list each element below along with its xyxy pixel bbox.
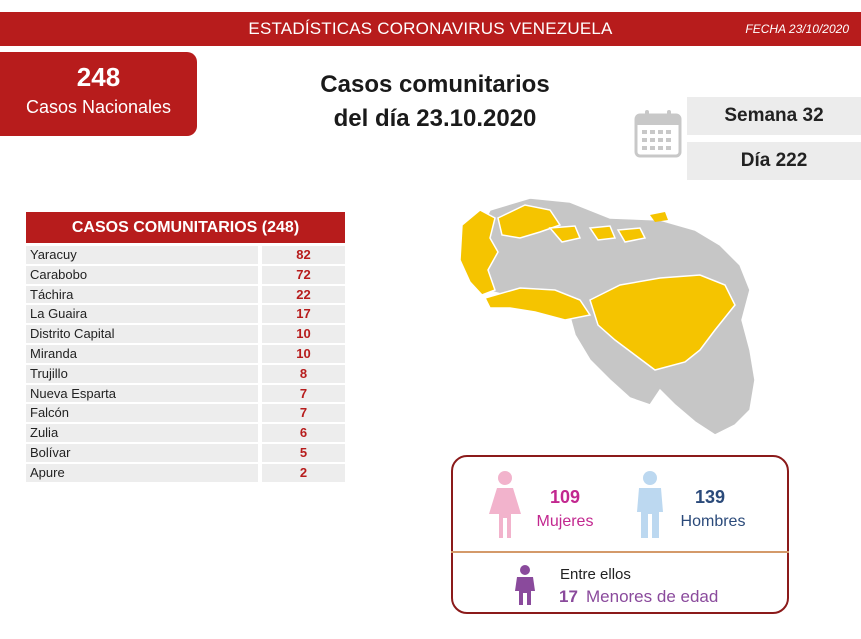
national-cases-count: 248 xyxy=(76,62,121,92)
among-them-label: Entre ellos xyxy=(560,566,631,583)
case-count: 72 xyxy=(262,265,345,284)
table-row: Trujillo 8 xyxy=(26,364,345,383)
header-title: ESTADÍSTICAS CORONAVIRUS VENEZUELA xyxy=(248,19,613,38)
venezuela-map xyxy=(459,197,756,436)
table-row: Apure 2 xyxy=(26,463,345,482)
panel-divider xyxy=(451,551,789,553)
women-count: 109 xyxy=(549,487,581,507)
table-row: Nueva Esparta 7 xyxy=(26,384,345,403)
map-region-apure xyxy=(483,287,592,321)
page-title-line2: del día 23.10.2020 xyxy=(333,105,537,132)
case-count: 8 xyxy=(262,364,345,383)
table-row: Yaracuy 82 xyxy=(26,246,345,264)
header-bar: ESTADÍSTICAS CORONAVIRUS VENEZUELA FECHA… xyxy=(0,12,861,46)
state-name: Apure xyxy=(26,463,258,482)
map-region-central xyxy=(548,225,582,243)
minors-label: Menores de edad xyxy=(586,587,719,606)
table-row: Zulia 6 xyxy=(26,424,345,442)
case-count: 17 xyxy=(262,305,345,324)
men-count: 139 xyxy=(694,487,726,507)
state-name: Nueva Esparta xyxy=(26,384,258,403)
state-name: Yaracuy xyxy=(26,246,258,264)
men-label: Hombres xyxy=(680,513,746,530)
table-row: Distrito Capital 10 xyxy=(26,325,345,343)
case-count: 2 xyxy=(262,463,345,482)
women-label: Mujeres xyxy=(536,513,594,530)
state-name: Táchira xyxy=(26,285,258,304)
state-name: Falcón xyxy=(26,404,258,423)
header-date: FECHA 23/10/2020 xyxy=(745,22,849,36)
case-count: 7 xyxy=(262,404,345,423)
case-count: 10 xyxy=(262,325,345,343)
male-icon xyxy=(637,471,663,538)
state-name: La Guaira xyxy=(26,305,258,324)
map-region-bolivar xyxy=(589,274,736,371)
map-region-west xyxy=(459,209,499,296)
state-name: Miranda xyxy=(26,344,258,363)
map-region-miranda xyxy=(616,227,647,243)
state-name: Distrito Capital xyxy=(26,325,258,343)
case-count: 22 xyxy=(262,285,345,304)
case-count: 5 xyxy=(262,443,345,462)
page-title-line1: Casos comunitarios xyxy=(320,71,550,98)
female-icon xyxy=(489,471,521,538)
calendar-icon xyxy=(634,110,682,158)
table-row: La Guaira 17 xyxy=(26,305,345,324)
page-title: Casos comunitarios del día 23.10.2020 xyxy=(290,68,580,136)
table-title: CASOS COMUNITARIOS (248) xyxy=(26,212,345,243)
table-row: Táchira 22 xyxy=(26,285,345,304)
case-count: 10 xyxy=(262,344,345,363)
case-count: 7 xyxy=(262,384,345,403)
state-name: Trujillo xyxy=(26,364,258,383)
table-row: Miranda 10 xyxy=(26,344,345,363)
national-cases-box: 248 Casos Nacionales xyxy=(0,52,197,136)
state-name: Bolívar xyxy=(26,443,258,462)
map-region-capital xyxy=(588,225,617,241)
child-icon xyxy=(515,565,535,605)
gender-panel xyxy=(451,455,789,614)
state-name: Carabobo xyxy=(26,265,258,284)
table-row: Falcón 7 xyxy=(26,404,345,423)
case-count: 82 xyxy=(262,246,345,264)
map-region-nueva-esparta xyxy=(650,212,668,222)
table-row: Carabobo 72 xyxy=(26,265,345,284)
week-box: Semana 32 xyxy=(687,97,861,135)
state-name: Zulia xyxy=(26,424,258,442)
case-count: 6 xyxy=(262,424,345,442)
day-box: Día 222 xyxy=(687,142,861,180)
national-cases-label: Casos Nacionales xyxy=(25,97,172,117)
minors-count: 17 xyxy=(559,587,578,606)
table-row: Bolívar 5 xyxy=(26,443,345,462)
cases-table: Yaracuy 82 Carabobo 72 Táchira 22 La Guaira… xyxy=(26,246,345,484)
